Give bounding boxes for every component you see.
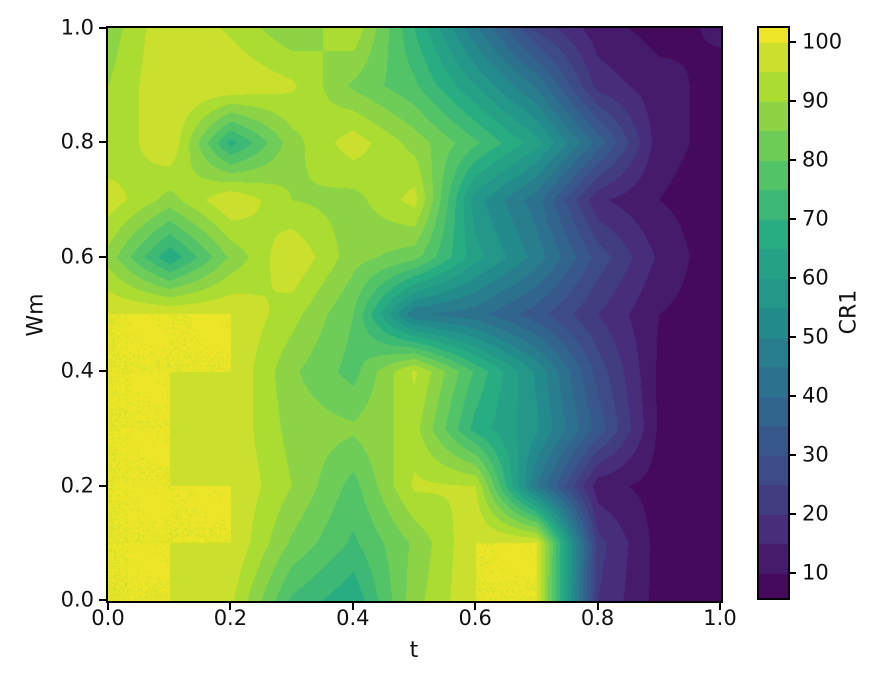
x-tick-label: 0.6 — [458, 606, 492, 630]
colorbar-tick-label: 60 — [802, 265, 829, 290]
colorbar-tick-label: 10 — [802, 560, 829, 585]
colorbar-tick-mark — [790, 218, 796, 221]
colorbar-tick-label: 80 — [802, 147, 829, 172]
colorbar-tick-label: 90 — [802, 88, 829, 113]
x-tick-mark — [719, 603, 721, 610]
colorbar-tick-mark — [790, 513, 796, 516]
colorbar-tick-mark — [790, 454, 796, 457]
x-tick-mark — [474, 603, 477, 610]
colorbar-tick-label: 70 — [802, 206, 829, 231]
colorbar-tick-mark — [790, 395, 796, 398]
y-tick-mark — [99, 27, 106, 29]
colorbar-tick-mark — [790, 159, 796, 162]
x-tick-mark — [596, 603, 599, 610]
x-tick-label: 0.0 — [91, 606, 125, 630]
colorbar-tick-mark — [790, 277, 796, 280]
colorbar-tick-mark — [790, 336, 796, 339]
colorbar-tick-mark — [790, 572, 796, 575]
colorbar-tick-mark — [790, 41, 796, 44]
y-tick-mark — [99, 255, 106, 258]
y-tick-label: 0.8 — [60, 129, 94, 154]
x-tick-label: 0.4 — [336, 606, 370, 630]
x-tick-label: 0.2 — [213, 606, 248, 630]
colorbar-tick-label: 20 — [802, 501, 829, 526]
y-tick-label: 1.0 — [60, 15, 94, 40]
y-tick-mark — [99, 599, 106, 601]
y-axis-label: Wm — [23, 293, 49, 337]
colorbar-label: CR1 — [836, 289, 862, 335]
contour-plot-canvas — [108, 28, 721, 601]
y-tick-label: 0.4 — [60, 358, 94, 383]
colorbar-tick-label: 40 — [802, 383, 829, 408]
colorbar-canvas — [759, 28, 788, 598]
x-axis-label: t — [409, 638, 419, 663]
y-tick-mark — [99, 141, 106, 144]
x-tick-label: 1.0 — [703, 606, 737, 630]
x-tick-mark — [229, 603, 232, 610]
colorbar-tick-label: 100 — [802, 29, 843, 54]
x-tick-mark — [351, 603, 354, 610]
colorbar-tick-label: 50 — [802, 324, 829, 349]
colorbar-tick-label: 30 — [802, 442, 829, 467]
y-tick-mark — [99, 484, 106, 487]
y-tick-mark — [99, 370, 106, 373]
y-tick-label: 0.2 — [60, 473, 94, 498]
y-tick-label: 0.0 — [60, 587, 94, 612]
y-tick-label: 0.6 — [60, 244, 94, 269]
colorbar-tick-mark — [790, 100, 796, 103]
x-tick-label: 0.8 — [580, 606, 615, 630]
x-tick-mark — [107, 603, 109, 610]
